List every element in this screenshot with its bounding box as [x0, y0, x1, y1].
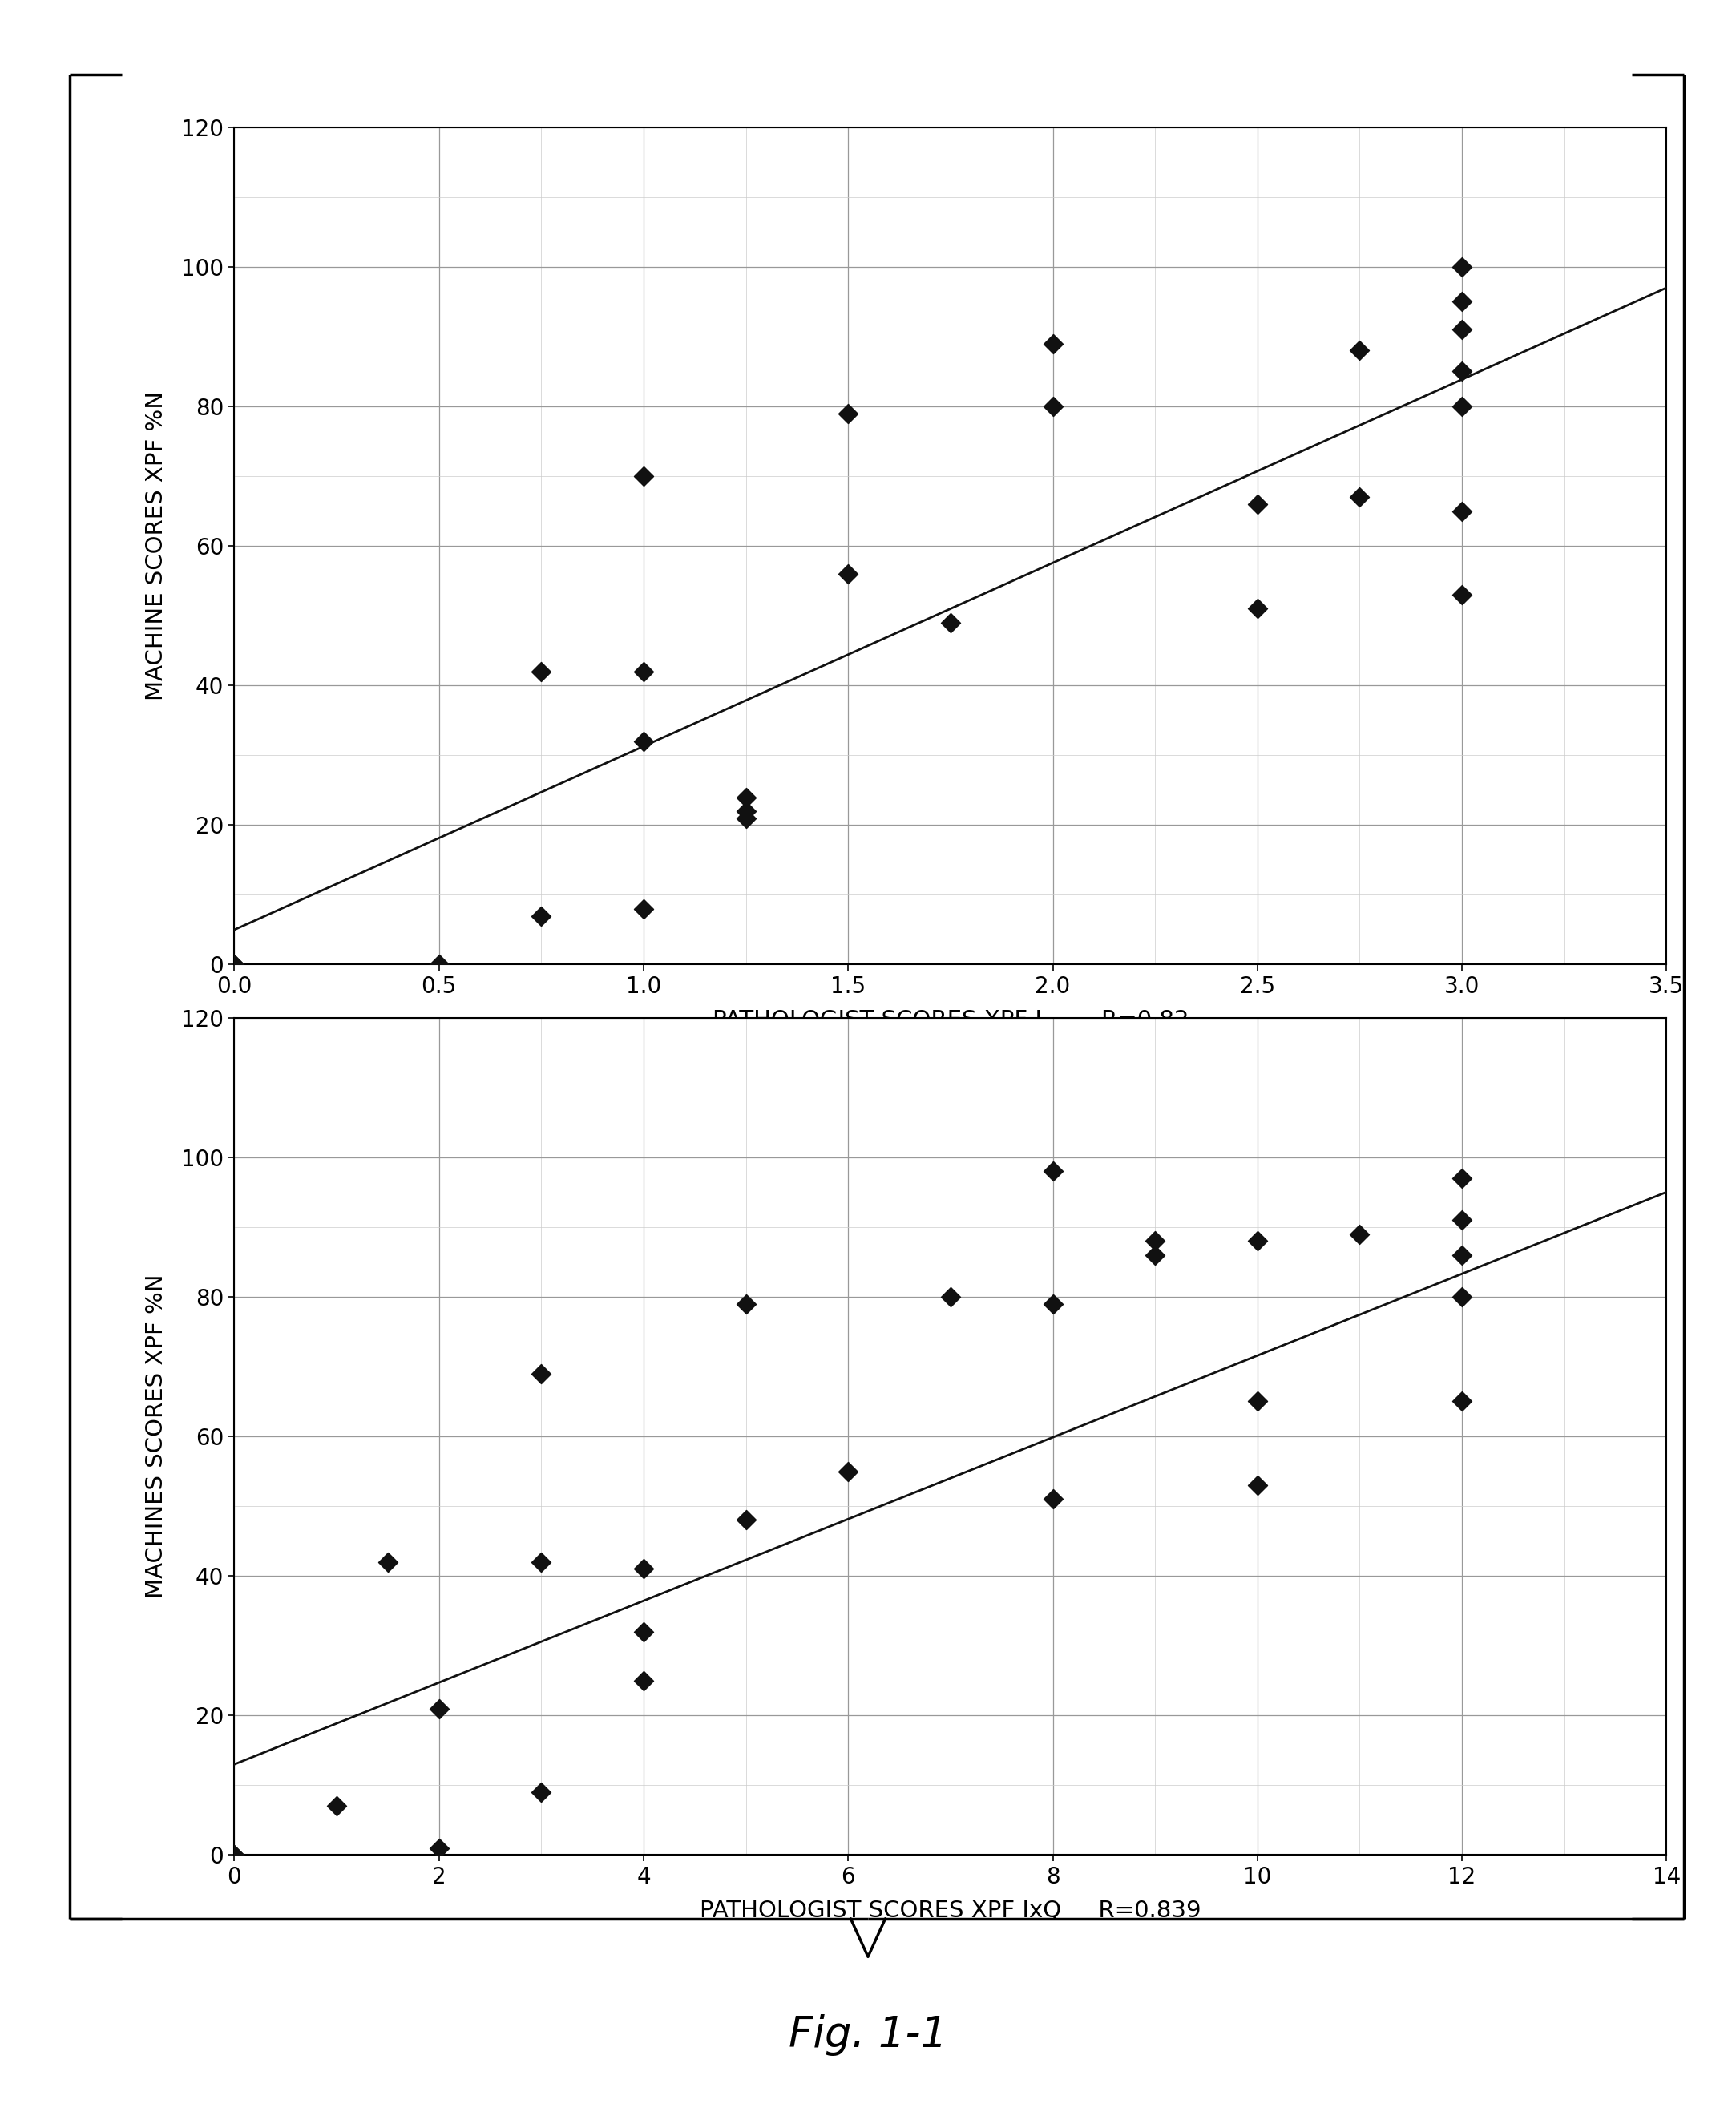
- Point: [220, 1838, 248, 1872]
- Point: [630, 1615, 658, 1649]
- Point: [1448, 354, 1476, 388]
- Point: [733, 1503, 760, 1537]
- Point: [937, 1280, 965, 1314]
- Point: [220, 948, 248, 982]
- Point: [1345, 1217, 1373, 1251]
- Point: [323, 1789, 351, 1823]
- Y-axis label: MACHINE SCORES XPF %N: MACHINE SCORES XPF %N: [146, 392, 168, 700]
- Point: [835, 558, 863, 591]
- Point: [1038, 390, 1066, 424]
- Point: [1448, 312, 1476, 346]
- Point: [1345, 333, 1373, 367]
- Text: Fig. 1-1: Fig. 1-1: [788, 2014, 948, 2056]
- Point: [1038, 1482, 1066, 1516]
- Point: [528, 1545, 556, 1579]
- Point: [1448, 1280, 1476, 1314]
- Point: [1448, 390, 1476, 424]
- Point: [1141, 1223, 1168, 1257]
- Point: [425, 1692, 453, 1726]
- Point: [1448, 284, 1476, 318]
- Point: [1448, 250, 1476, 284]
- Point: [528, 899, 556, 933]
- Point: [630, 1664, 658, 1698]
- Point: [528, 1357, 556, 1391]
- Point: [1448, 579, 1476, 613]
- Point: [630, 460, 658, 494]
- Point: [1448, 494, 1476, 528]
- Point: [528, 1774, 556, 1808]
- Point: [1243, 488, 1271, 522]
- Point: [425, 948, 453, 982]
- Point: [1448, 1384, 1476, 1418]
- Point: [1243, 1384, 1271, 1418]
- Point: [1345, 479, 1373, 513]
- Point: [733, 780, 760, 814]
- Point: [1243, 1223, 1271, 1257]
- Point: [630, 893, 658, 926]
- Point: [630, 725, 658, 759]
- Point: [835, 396, 863, 430]
- Point: [1448, 1238, 1476, 1272]
- Point: [373, 1545, 401, 1579]
- X-axis label: PATHOLOGIST SCORES XPF I        R=0.82: PATHOLOGIST SCORES XPF I R=0.82: [712, 1009, 1189, 1030]
- Point: [528, 655, 556, 689]
- Point: [1038, 1153, 1066, 1187]
- Point: [425, 1832, 453, 1866]
- Point: [733, 801, 760, 835]
- Y-axis label: MACHINES SCORES XPF %N: MACHINES SCORES XPF %N: [146, 1274, 168, 1598]
- Point: [630, 1552, 658, 1586]
- Point: [1141, 1238, 1168, 1272]
- Point: [1448, 1202, 1476, 1236]
- Point: [1038, 326, 1066, 360]
- Point: [1243, 591, 1271, 625]
- Point: [835, 1454, 863, 1488]
- Point: [1038, 1287, 1066, 1321]
- Point: [733, 1287, 760, 1321]
- Point: [1243, 1469, 1271, 1503]
- Point: [937, 606, 965, 640]
- Point: [220, 1838, 248, 1872]
- X-axis label: PATHOLOGIST SCORES XPF IxQ     R=0.839: PATHOLOGIST SCORES XPF IxQ R=0.839: [700, 1900, 1201, 1921]
- Point: [630, 655, 658, 689]
- Point: [220, 948, 248, 982]
- Point: [1448, 1162, 1476, 1196]
- Point: [733, 795, 760, 829]
